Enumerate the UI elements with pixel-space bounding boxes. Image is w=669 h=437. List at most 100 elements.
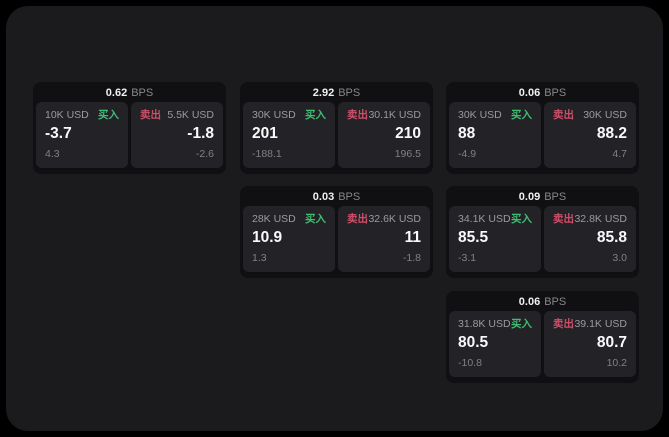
bps-value: 0.06 (518, 296, 541, 308)
sell-side-label: 卖出 (347, 213, 368, 225)
sell-amount: 30K USD (583, 109, 627, 121)
buy-sub-value: -188.1 (252, 148, 282, 160)
sell-sub-value: -1.8 (402, 252, 421, 264)
buy-sub-value: -10.8 (458, 357, 482, 369)
buy-side-label: 买入 (305, 213, 326, 225)
quote-card: 0.09 BPS 34.1K USD 买入 85.5 -3.1 卖出 32.8K … (446, 186, 639, 278)
buy-amount: 31.8K USD (458, 318, 511, 330)
quote-panels: 31.8K USD 买入 80.5 -10.8 卖出 39.1K USD 80.… (449, 311, 636, 377)
bps-suffix-label: BPS (338, 191, 361, 203)
buy-amount: 30K USD (252, 109, 296, 121)
sell-panel-top: 卖出 5.5K USD (140, 109, 214, 121)
sell-amount: 32.8K USD (574, 213, 627, 225)
buy-sub-value: 1.3 (252, 252, 267, 264)
buy-price: 201 (252, 125, 278, 142)
bps-value: 0.06 (518, 87, 541, 99)
buy-panel[interactable]: 30K USD 买入 88 -4.9 (449, 102, 541, 168)
sell-amount: 5.5K USD (167, 109, 214, 121)
sell-panel-top: 卖出 32.8K USD (553, 213, 627, 225)
quote-card: 2.92 BPS 30K USD 买入 201 -188.1 卖出 30.1K U… (240, 82, 433, 174)
sell-sub-value: 4.7 (612, 148, 627, 160)
sell-sub-value: 3.0 (612, 252, 627, 264)
buy-panel-top: 30K USD 买入 (458, 109, 532, 121)
sell-panel[interactable]: 卖出 39.1K USD 80.7 10.2 (544, 311, 636, 377)
buy-panel-top: 34.1K USD 买入 (458, 213, 532, 225)
sell-price: 85.8 (596, 229, 627, 246)
buy-amount: 28K USD (252, 213, 296, 225)
card-header: 2.92 BPS (243, 85, 430, 102)
sell-price: 11 (404, 229, 421, 246)
card-header: 0.06 BPS (449, 294, 636, 311)
sell-side-label: 卖出 (553, 318, 574, 330)
buy-panel[interactable]: 31.8K USD 买入 80.5 -10.8 (449, 311, 541, 377)
bps-value: 0.62 (105, 87, 128, 99)
sell-panel[interactable]: 卖出 5.5K USD -1.8 -2.6 (131, 102, 223, 168)
bps-suffix-label: BPS (544, 296, 567, 308)
sell-panel[interactable]: 卖出 30K USD 88.2 4.7 (544, 102, 636, 168)
bps-suffix-label: BPS (544, 87, 567, 99)
sell-amount: 32.6K USD (368, 213, 421, 225)
card-header: 0.62 BPS (36, 85, 223, 102)
card-header: 0.06 BPS (449, 85, 636, 102)
buy-panel-top: 28K USD 买入 (252, 213, 326, 225)
buy-price: -3.7 (45, 125, 72, 142)
buy-sub-value: -4.9 (458, 148, 477, 160)
buy-sub-value: 4.3 (45, 148, 60, 160)
buy-price: 10.9 (252, 229, 283, 246)
bps-suffix-label: BPS (544, 191, 567, 203)
sell-sub-value: 10.2 (606, 357, 627, 369)
buy-side-label: 买入 (305, 109, 326, 121)
buy-side-label: 买入 (98, 109, 119, 121)
buy-panel[interactable]: 34.1K USD 买入 85.5 -3.1 (449, 206, 541, 272)
sell-price: 88.2 (596, 125, 627, 142)
sell-sub-value: 196.5 (394, 148, 421, 160)
buy-price: 88 (458, 125, 476, 142)
bps-value: 0.03 (312, 191, 335, 203)
buy-sub-value: -3.1 (458, 252, 477, 264)
buy-amount: 30K USD (458, 109, 502, 121)
sell-panel[interactable]: 卖出 30.1K USD 210 196.5 (338, 102, 430, 168)
sell-sub-value: -2.6 (195, 148, 214, 160)
buy-panel[interactable]: 28K USD 买入 10.9 1.3 (243, 206, 335, 272)
sell-side-label: 卖出 (140, 109, 161, 121)
buy-price: 80.5 (458, 334, 489, 351)
bps-value: 2.92 (312, 87, 335, 99)
quote-panels: 30K USD 买入 88 -4.9 卖出 30K USD 88.2 4.7 (449, 102, 636, 168)
sell-panel-top: 卖出 30.1K USD (347, 109, 421, 121)
buy-amount: 10K USD (45, 109, 89, 121)
buy-amount: 34.1K USD (458, 213, 511, 225)
quote-card: 0.62 BPS 10K USD 买入 -3.7 4.3 卖出 5.5K USD … (33, 82, 226, 174)
sell-side-label: 卖出 (347, 109, 368, 121)
sell-side-label: 卖出 (553, 109, 574, 121)
quote-panels: 28K USD 买入 10.9 1.3 卖出 32.6K USD 11 -1.8 (243, 206, 430, 272)
quote-card: 0.06 BPS 31.8K USD 买入 80.5 -10.8 卖出 39.1K… (446, 291, 639, 383)
buy-panel[interactable]: 30K USD 买入 201 -188.1 (243, 102, 335, 168)
sell-panel-top: 卖出 32.6K USD (347, 213, 421, 225)
sell-amount: 39.1K USD (574, 318, 627, 330)
quote-panels: 10K USD 买入 -3.7 4.3 卖出 5.5K USD -1.8 -2.… (36, 102, 223, 168)
sell-panel-top: 卖出 30K USD (553, 109, 627, 121)
sell-price: 210 (395, 125, 421, 142)
buy-panel-top: 10K USD 买入 (45, 109, 119, 121)
bps-suffix-label: BPS (131, 87, 154, 99)
sell-panel[interactable]: 卖出 32.8K USD 85.8 3.0 (544, 206, 636, 272)
sell-panel[interactable]: 卖出 32.6K USD 11 -1.8 (338, 206, 430, 272)
card-header: 0.03 BPS (243, 189, 430, 206)
quote-panels: 30K USD 买入 201 -188.1 卖出 30.1K USD 210 1… (243, 102, 430, 168)
sell-price: -1.8 (187, 125, 214, 142)
buy-side-label: 买入 (511, 318, 532, 330)
bps-value: 0.09 (518, 191, 541, 203)
sell-amount: 30.1K USD (368, 109, 421, 121)
buy-panel-top: 31.8K USD 买入 (458, 318, 532, 330)
quote-card: 0.03 BPS 28K USD 买入 10.9 1.3 卖出 32.6K USD… (240, 186, 433, 278)
buy-panel[interactable]: 10K USD 买入 -3.7 4.3 (36, 102, 128, 168)
buy-side-label: 买入 (511, 109, 532, 121)
quote-card: 0.06 BPS 30K USD 买入 88 -4.9 卖出 30K USD 88… (446, 82, 639, 174)
buy-side-label: 买入 (511, 213, 532, 225)
sell-price: 80.7 (596, 334, 627, 351)
buy-panel-top: 30K USD 买入 (252, 109, 326, 121)
card-header: 0.09 BPS (449, 189, 636, 206)
sell-side-label: 卖出 (553, 213, 574, 225)
bps-suffix-label: BPS (338, 87, 361, 99)
